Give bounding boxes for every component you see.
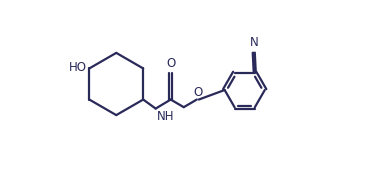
Text: HO: HO [69,61,87,74]
Text: N: N [250,36,258,49]
Text: NH: NH [157,110,174,123]
Text: O: O [166,57,175,70]
Text: O: O [193,85,202,99]
